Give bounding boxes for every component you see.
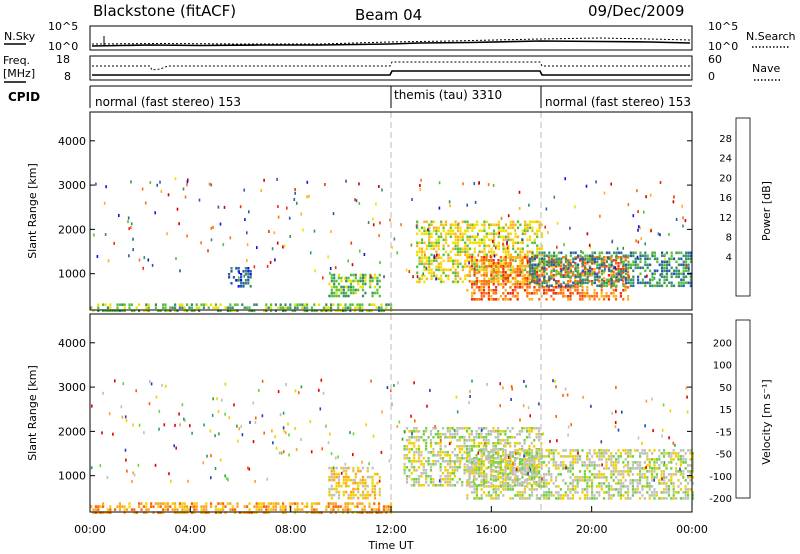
freq-trace	[92, 70, 690, 76]
nave-label: Nave	[752, 62, 780, 75]
power-ylabel: Slant Range [km]	[26, 163, 39, 259]
power-scatter-points	[93, 177, 690, 281]
freq-label: Freq.	[3, 54, 30, 67]
velocity-echo-region	[90, 502, 393, 514]
colorbar-tick-label: 4	[726, 252, 732, 263]
colorbar-tick-label: 12	[719, 213, 732, 224]
power-echo-region	[529, 251, 692, 288]
time-xlabel: Time UT	[367, 539, 413, 552]
nave-trace	[92, 61, 690, 71]
y-tick-label: 1000	[58, 470, 86, 483]
colorbar-tick-label: 16	[719, 193, 732, 204]
freq-left-tick-bottom: 8	[64, 70, 71, 83]
freq-unit-label: [MHz]	[3, 67, 35, 80]
y-tick-label: 2000	[58, 425, 86, 438]
y-tick-label: 2000	[58, 223, 86, 236]
colorbar-tick-label: -100	[709, 472, 732, 483]
noise-search-label: N.Search	[746, 30, 796, 43]
colorbar-tick-label: 100	[713, 361, 732, 372]
x-tick-label: 00:00	[74, 523, 106, 536]
noise-search-trace	[91, 37, 691, 45]
velocity-heatmap	[90, 378, 694, 514]
x-tick-label: 16:00	[475, 523, 507, 536]
velocity-ylabel: Slant Range [km]	[26, 365, 39, 461]
velocity-y-axis: 1000 2000 3000 4000	[58, 337, 692, 483]
colorbar-tick-label: 200	[713, 338, 732, 349]
time-x-axis: 00:00 04:00 08:00 12:00 16:00 20:00 00:00	[74, 506, 708, 536]
colorbar-tick-label: 8	[726, 233, 732, 244]
power-colorbar-label: Power [dB]	[760, 181, 773, 241]
noise-panel: N.Sky 10^5 10^0 10^5 10^0 N.Search	[4, 20, 796, 53]
x-tick-label: 20:00	[576, 523, 608, 536]
cpid-segment-1: normal (fast stereo) 153	[95, 95, 241, 109]
power-echo-region	[328, 273, 381, 298]
station-title: Blackstone (fitACF)	[93, 2, 236, 20]
power-echo-region	[466, 256, 630, 301]
colorbar-tick-label: -15	[716, 427, 732, 438]
x-tick-label: 00:00	[676, 523, 708, 536]
velocity-echo-region	[403, 427, 543, 487]
x-tick-label: 08:00	[275, 523, 307, 536]
freq-right-tick-top: 60	[708, 53, 722, 66]
velocity-echo-region	[328, 466, 381, 500]
noise-right-tick-bottom: 10^0	[708, 40, 738, 53]
freq-left-tick-top: 18	[56, 53, 70, 66]
noise-sky-label: N.Sky	[4, 30, 36, 43]
power-colorbar: 28 24 20 16 12 8 4	[719, 117, 751, 297]
x-tick-label: 04:00	[174, 523, 206, 536]
x-tick-label: 12:00	[375, 523, 407, 536]
y-tick-label: 1000	[58, 268, 86, 281]
power-heatmap	[90, 177, 692, 312]
velocity-colorbar: 200 100 50 15 -15 -50 -100 -200	[709, 319, 751, 505]
velocity-echo-region	[466, 449, 694, 500]
colorbar-tick-label: 50	[719, 383, 732, 394]
y-tick-label: 4000	[58, 135, 86, 148]
colorbar-tick-label: 24	[719, 154, 732, 165]
velocity-scatter-points	[90, 378, 689, 483]
beam-title: Beam 04	[355, 6, 422, 24]
freq-right-tick-bottom: 0	[708, 70, 715, 83]
power-echo-region	[228, 267, 252, 288]
colorbar-tick-label: -200	[709, 494, 732, 505]
y-tick-label: 4000	[58, 337, 86, 350]
cpid-label: CPID	[8, 90, 40, 104]
power-panel: 1000 2000 3000 4000 Slant Range [km] 28 24 20…	[26, 111, 773, 312]
power-echo-region	[416, 220, 544, 284]
velocity-colorbar-label: Velocity [m s⁻¹]	[760, 379, 773, 464]
cpid-segment-2: themis (tau) 3310	[394, 88, 502, 102]
y-tick-label: 3000	[58, 179, 86, 192]
power-y-axis: 1000 2000 3000 4000	[58, 135, 692, 281]
colorbar-tick-label: 20	[719, 173, 732, 184]
noise-left-tick-top: 10^5	[48, 20, 78, 33]
freq-panel: Freq. [MHz] 18 8 60 0 Nave	[3, 53, 780, 83]
colorbar-tick-label: 15	[719, 405, 732, 416]
colorbar-tick-label: -50	[716, 450, 732, 461]
power-echo-region	[90, 303, 393, 312]
noise-sky-trace	[91, 40, 691, 47]
y-tick-label: 3000	[58, 381, 86, 394]
date-title: 09/Dec/2009	[588, 2, 684, 20]
velocity-panel: 1000 2000 3000 4000 Slant Range [km] 200 100…	[26, 313, 773, 552]
noise-right-tick-top: 10^5	[708, 20, 738, 33]
cpid-panel: CPID normal (fast stereo) 153 themis (ta…	[8, 85, 692, 109]
colorbar-tick-label: 28	[719, 134, 732, 145]
noise-left-tick-bottom: 10^0	[48, 40, 78, 53]
cpid-segment-3: normal (fast stereo) 153	[545, 95, 691, 109]
